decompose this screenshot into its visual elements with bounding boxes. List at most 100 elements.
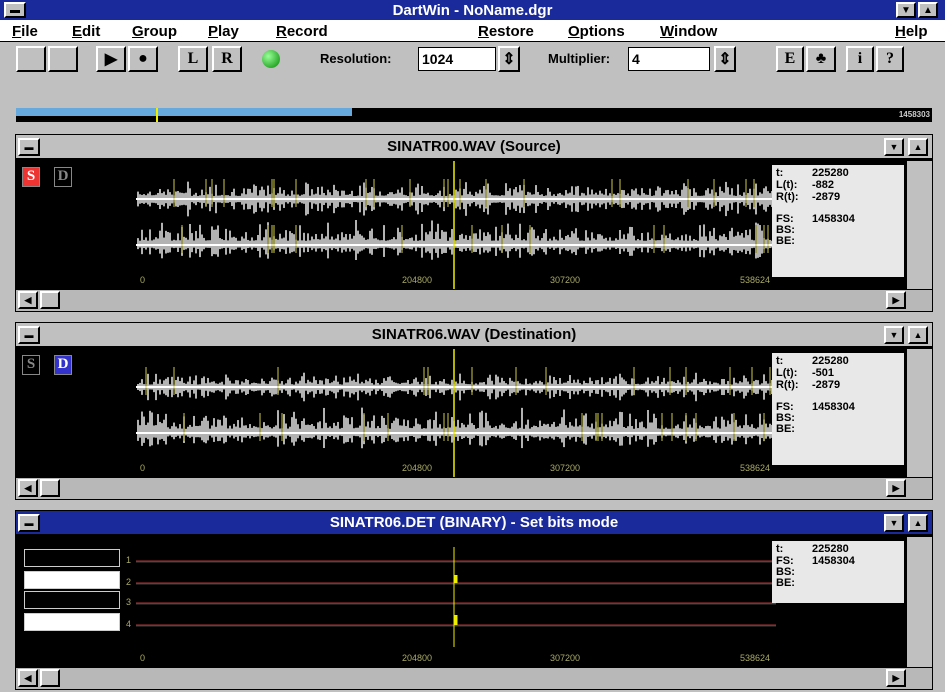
multiplier-spinner[interactable]: ⇕ (714, 46, 736, 72)
info-value: 225280 (812, 543, 849, 555)
axis-label: 307200 (550, 275, 581, 285)
info-button[interactable]: i (846, 46, 874, 72)
e-button[interactable]: E (776, 46, 804, 72)
menu-bar (0, 20, 945, 42)
v-scrollbar[interactable] (906, 349, 932, 479)
scroll-right[interactable]: ▶ (886, 291, 906, 309)
app-title: DartWin - NoName.dgr (0, 0, 945, 20)
info-value: 1458304 (812, 555, 855, 567)
window-title: SINATR06.DET (BINARY) - Set bits mode (16, 511, 932, 535)
menu-item[interactable]: Record (276, 23, 328, 40)
scroll-left[interactable]: ◀ (18, 291, 38, 309)
tree-button[interactable]: ♣ (806, 46, 836, 72)
channel-toggle[interactable]: D (54, 355, 72, 375)
menu-item[interactable]: Restore (478, 23, 534, 40)
info-panel: t: 225280 L(t): -501 R(t): -2879 FS: 1458304 BS:… (772, 353, 904, 465)
position-label: 1458303 (898, 110, 930, 119)
info-label: R(t): (776, 379, 799, 391)
axis-label: 204800 (402, 653, 433, 663)
child-window: SINATR06.WAV (Destination) ▬ ▼ ▲ 0 204800 3072… (15, 322, 933, 500)
track-box[interactable] (24, 613, 120, 631)
window-menu[interactable]: ▬ (18, 514, 40, 532)
axis-label: 538624 (740, 463, 771, 473)
track-number: 3 (126, 597, 132, 607)
info-label: BE: (776, 423, 795, 435)
window-max[interactable]: ▲ (908, 326, 928, 344)
track-box[interactable] (24, 549, 120, 567)
window-title: SINATR06.WAV (Destination) (16, 323, 932, 347)
resolution-spinner[interactable]: ⇕ (498, 46, 520, 72)
record-button[interactable]: ● (128, 46, 158, 72)
info-value: -2879 (812, 191, 841, 203)
multiplier-field[interactable]: 4 (628, 47, 710, 71)
menu-item[interactable]: Help (895, 23, 928, 40)
window-min[interactable]: ▼ (884, 138, 904, 156)
channel-toggle[interactable]: D (54, 167, 72, 187)
channel-toggle[interactable]: S (22, 167, 40, 187)
child-window: SINATR06.DET (BINARY) - Set bits mode ▬ ▼ ▲… (15, 510, 933, 690)
play-button[interactable]: ▶ (96, 46, 126, 72)
track-number: 1 (126, 555, 132, 565)
info-label: BS: (776, 412, 795, 424)
channel-toggle[interactable]: S (22, 355, 40, 375)
menu-item[interactable]: Edit (72, 23, 101, 40)
scroll-left[interactable]: ◀ (18, 669, 38, 687)
save-button[interactable] (48, 46, 78, 72)
info-label: BS: (776, 566, 795, 578)
maximize[interactable]: ▲ (918, 2, 938, 18)
waveform-view (136, 349, 776, 479)
scroll-thumb[interactable] (40, 669, 60, 687)
v-scrollbar[interactable] (906, 537, 932, 669)
info-value: 1458304 (812, 401, 855, 413)
h-scrollbar[interactable] (16, 667, 932, 689)
multiplier-label: Multiplier: (548, 51, 611, 66)
info-label: L(t): (776, 179, 798, 191)
info-label: t: (776, 167, 784, 179)
window-menu[interactable]: ▬ (18, 138, 40, 156)
window-max[interactable]: ▲ (908, 514, 928, 532)
system-menu[interactable]: ▬ (4, 2, 26, 18)
info-panel: t: 225280 L(t): -882 R(t): -2879 FS: 1458304 BS:… (772, 165, 904, 277)
scroll-thumb[interactable] (40, 479, 60, 497)
info-label: t: (776, 355, 784, 367)
scroll-right[interactable]: ▶ (886, 479, 906, 497)
v-scrollbar[interactable] (906, 161, 932, 291)
window-max[interactable]: ▲ (908, 138, 928, 156)
waveform-view (136, 161, 776, 291)
h-scrollbar[interactable] (16, 289, 932, 311)
window-menu[interactable]: ▬ (18, 326, 40, 344)
open-button[interactable] (16, 46, 46, 72)
scroll-left[interactable]: ◀ (18, 479, 38, 497)
menu-item[interactable]: Options (568, 23, 625, 40)
track-number: 2 (126, 577, 132, 587)
axis-label: 0 (140, 463, 146, 473)
info-value: -501 (812, 367, 835, 379)
scroll-right[interactable]: ▶ (886, 669, 906, 687)
info-label: L(t): (776, 367, 798, 379)
resolution-label: Resolution: (320, 51, 392, 66)
info-label: FS: (776, 401, 794, 413)
info-label: t: (776, 543, 784, 555)
track-box[interactable] (24, 571, 120, 589)
menu-item[interactable]: Window (660, 23, 718, 40)
left-button[interactable]: L (178, 46, 208, 72)
right-button[interactable]: R (212, 46, 242, 72)
window-min[interactable]: ▼ (884, 326, 904, 344)
info-panel: t: 225280 FS: 1458304 BS: BE: (772, 541, 904, 603)
help-button[interactable]: ? (876, 46, 904, 72)
resolution-field[interactable]: 1024 (418, 47, 496, 71)
scroll-thumb[interactable] (40, 291, 60, 309)
h-scrollbar[interactable] (16, 477, 932, 499)
menu-item[interactable]: File (12, 23, 38, 40)
child-window: SINATR00.WAV (Source) ▬ ▼ ▲ 0 204800 307200 538… (15, 134, 933, 312)
track-box[interactable] (24, 591, 120, 609)
window-min[interactable]: ▼ (884, 514, 904, 532)
position-fill (16, 108, 352, 116)
menu-item[interactable]: Group (132, 23, 177, 40)
info-label: FS: (776, 555, 794, 567)
info-value: 225280 (812, 355, 849, 367)
menu-item[interactable]: Play (208, 23, 239, 40)
minimize[interactable]: ▼ (896, 2, 916, 18)
info-value: -2879 (812, 379, 841, 391)
axis-label: 307200 (550, 463, 581, 473)
